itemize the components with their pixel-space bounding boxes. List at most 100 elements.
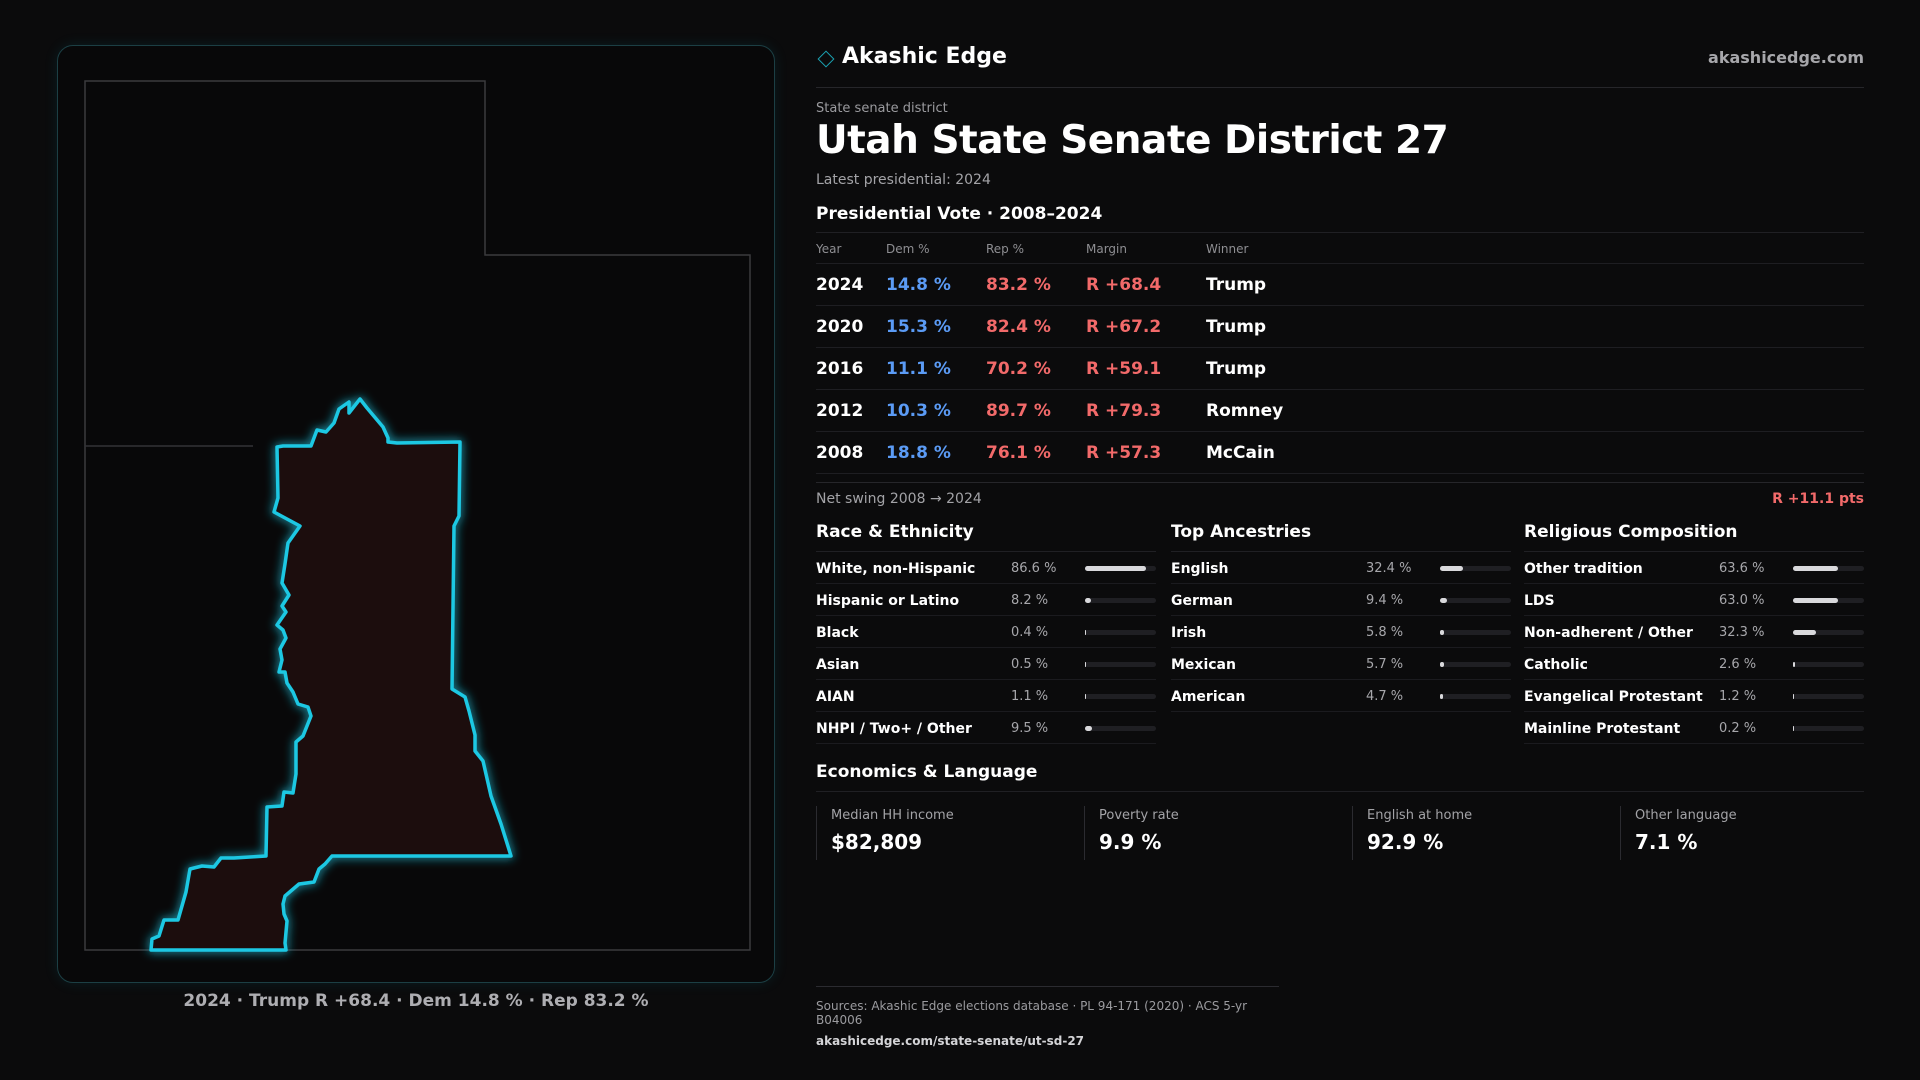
- ancestry-value: 5.7 %: [1366, 657, 1404, 672]
- row-rep: 70.2 %: [986, 359, 1051, 379]
- diamond-logo-icon: [817, 50, 835, 68]
- religion-bar: [1793, 694, 1795, 699]
- stat-value: 9.9 %: [1099, 830, 1162, 854]
- table-row: 2016 11.1 % 70.2 % R +59.1 Trump: [816, 348, 1864, 390]
- religion-value: 63.0 %: [1719, 593, 1765, 608]
- religion-value: 32.3 %: [1719, 625, 1765, 640]
- race-row: NHPI / Two+ / Other 9.5 %: [816, 712, 1156, 744]
- race-value: 86.6 %: [1011, 561, 1057, 576]
- detail-panel: Akashic Edge akashicedge.com State senat…: [816, 0, 1864, 1080]
- religion-row: Mainline Protestant 0.2 %: [1524, 712, 1864, 744]
- race-value: 9.5 %: [1011, 721, 1049, 736]
- district-kicker: State senate district: [816, 101, 948, 116]
- district-27-shape: [149, 397, 513, 952]
- religion-label: Mainline Protestant: [1524, 721, 1681, 737]
- religion-bar-track: [1793, 662, 1864, 667]
- race-bar-track: [1085, 662, 1156, 667]
- header-rep: Rep %: [986, 242, 1025, 256]
- religion-row: LDS 63.0 %: [1524, 584, 1864, 616]
- map-svg: [84, 80, 751, 952]
- religion-section: Religious Composition Other tradition 63.…: [1524, 520, 1864, 744]
- religion-value: 0.2 %: [1719, 721, 1757, 736]
- race-title: Race & Ethnicity: [816, 520, 1156, 552]
- row-year: 2020: [816, 317, 864, 337]
- row-year: 2024: [816, 275, 864, 295]
- sources-footer: Sources: Akashic Edge elections database…: [816, 986, 1279, 1048]
- race-bar: [1085, 598, 1091, 603]
- map-caption: 2024 · Trump R +68.4 · Dem 14.8 % · Rep …: [183, 991, 649, 1011]
- row-margin: R +67.2: [1086, 317, 1162, 337]
- header-margin: Margin: [1086, 242, 1127, 256]
- race-bar-track: [1085, 726, 1156, 731]
- ancestry-label: German: [1171, 593, 1233, 609]
- ancestry-label: English: [1171, 561, 1229, 577]
- ancestry-bar: [1440, 662, 1445, 667]
- race-label: White, non-Hispanic: [816, 561, 976, 577]
- ancestry-row: German 9.4 %: [1171, 584, 1511, 616]
- religion-row: Catholic 2.6 %: [1524, 648, 1864, 680]
- row-dem: 10.3 %: [886, 401, 951, 421]
- ancestry-row: American 4.7 %: [1171, 680, 1511, 712]
- sources-text: Sources: Akashic Edge elections database…: [816, 999, 1248, 1027]
- row-margin: R +59.1: [1086, 359, 1162, 379]
- race-bar-track: [1085, 566, 1156, 571]
- row-winner: McCain: [1206, 443, 1275, 463]
- religion-bar-track: [1793, 566, 1864, 571]
- ancestry-value: 4.7 %: [1366, 689, 1404, 704]
- ancestry-row: Mexican 5.7 %: [1171, 648, 1511, 680]
- religion-bar: [1793, 726, 1795, 731]
- religion-row: Evangelical Protestant 1.2 %: [1524, 680, 1864, 712]
- stat-median-income: Median HH income $82,809: [816, 806, 1076, 860]
- sources-url-link[interactable]: akashicedge.com/state-senate/ut-sd-27: [816, 1034, 1085, 1048]
- row-dem: 18.8 %: [886, 443, 951, 463]
- header-year: Year: [816, 242, 842, 256]
- row-dem: 11.1 %: [886, 359, 951, 379]
- table-row: 2012 10.3 % 89.7 % R +79.3 Romney: [816, 390, 1864, 432]
- race-bar: [1085, 694, 1087, 699]
- ancestry-bar-track: [1440, 662, 1511, 667]
- religion-label: Other tradition: [1524, 561, 1643, 577]
- row-winner: Romney: [1206, 401, 1284, 421]
- net-swing-value: R +11.1 pts: [1772, 491, 1864, 507]
- ancestry-bar: [1440, 566, 1463, 571]
- row-winner: Trump: [1206, 359, 1267, 379]
- race-value: 1.1 %: [1011, 689, 1049, 704]
- religion-label: LDS: [1524, 593, 1555, 609]
- stat-poverty-rate: Poverty rate 9.9 %: [1084, 806, 1344, 860]
- presidential-title: Presidential Vote · 2008–2024: [816, 204, 1103, 224]
- row-rep: 82.4 %: [986, 317, 1051, 337]
- stat-other-language: Other language 7.1 %: [1620, 806, 1880, 860]
- race-value: 0.5 %: [1011, 657, 1049, 672]
- religion-value: 1.2 %: [1719, 689, 1757, 704]
- stat-value: 92.9 %: [1367, 830, 1444, 854]
- race-value: 0.4 %: [1011, 625, 1049, 640]
- ancestry-bar: [1440, 694, 1444, 699]
- race-value: 8.2 %: [1011, 593, 1049, 608]
- brand-name[interactable]: Akashic Edge: [842, 44, 1007, 69]
- table-row: 2020 15.3 % 82.4 % R +67.2 Trump: [816, 306, 1864, 348]
- religion-row: Other tradition 63.6 %: [1524, 552, 1864, 584]
- brand-url-link[interactable]: akashicedge.com: [1708, 48, 1864, 67]
- row-margin: R +79.3: [1086, 401, 1162, 421]
- race-label: Black: [816, 625, 859, 641]
- race-row: White, non-Hispanic 86.6 %: [816, 552, 1156, 584]
- row-year: 2016: [816, 359, 864, 379]
- race-label: Asian: [816, 657, 860, 673]
- ancestry-bar-track: [1440, 598, 1511, 603]
- religion-value: 63.6 %: [1719, 561, 1765, 576]
- header-winner: Winner: [1206, 242, 1249, 256]
- row-year: 2012: [816, 401, 864, 421]
- stat-label: Poverty rate: [1099, 808, 1179, 823]
- table-header: Year Dem % Rep % Margin Winner: [816, 233, 1864, 264]
- ancestry-row: English 32.4 %: [1171, 552, 1511, 584]
- row-rep: 76.1 %: [986, 443, 1051, 463]
- race-row: Black 0.4 %: [816, 616, 1156, 648]
- race-bar: [1085, 566, 1147, 571]
- header-dem: Dem %: [886, 242, 930, 256]
- row-rep: 89.7 %: [986, 401, 1051, 421]
- ancestry-value: 32.4 %: [1366, 561, 1412, 576]
- race-bar: [1085, 630, 1087, 635]
- stat-value: 7.1 %: [1635, 830, 1698, 854]
- religion-title: Religious Composition: [1524, 520, 1864, 552]
- row-rep: 83.2 %: [986, 275, 1051, 295]
